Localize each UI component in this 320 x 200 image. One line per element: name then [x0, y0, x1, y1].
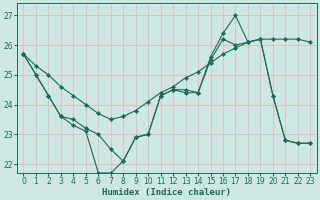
X-axis label: Humidex (Indice chaleur): Humidex (Indice chaleur) [102, 188, 231, 197]
